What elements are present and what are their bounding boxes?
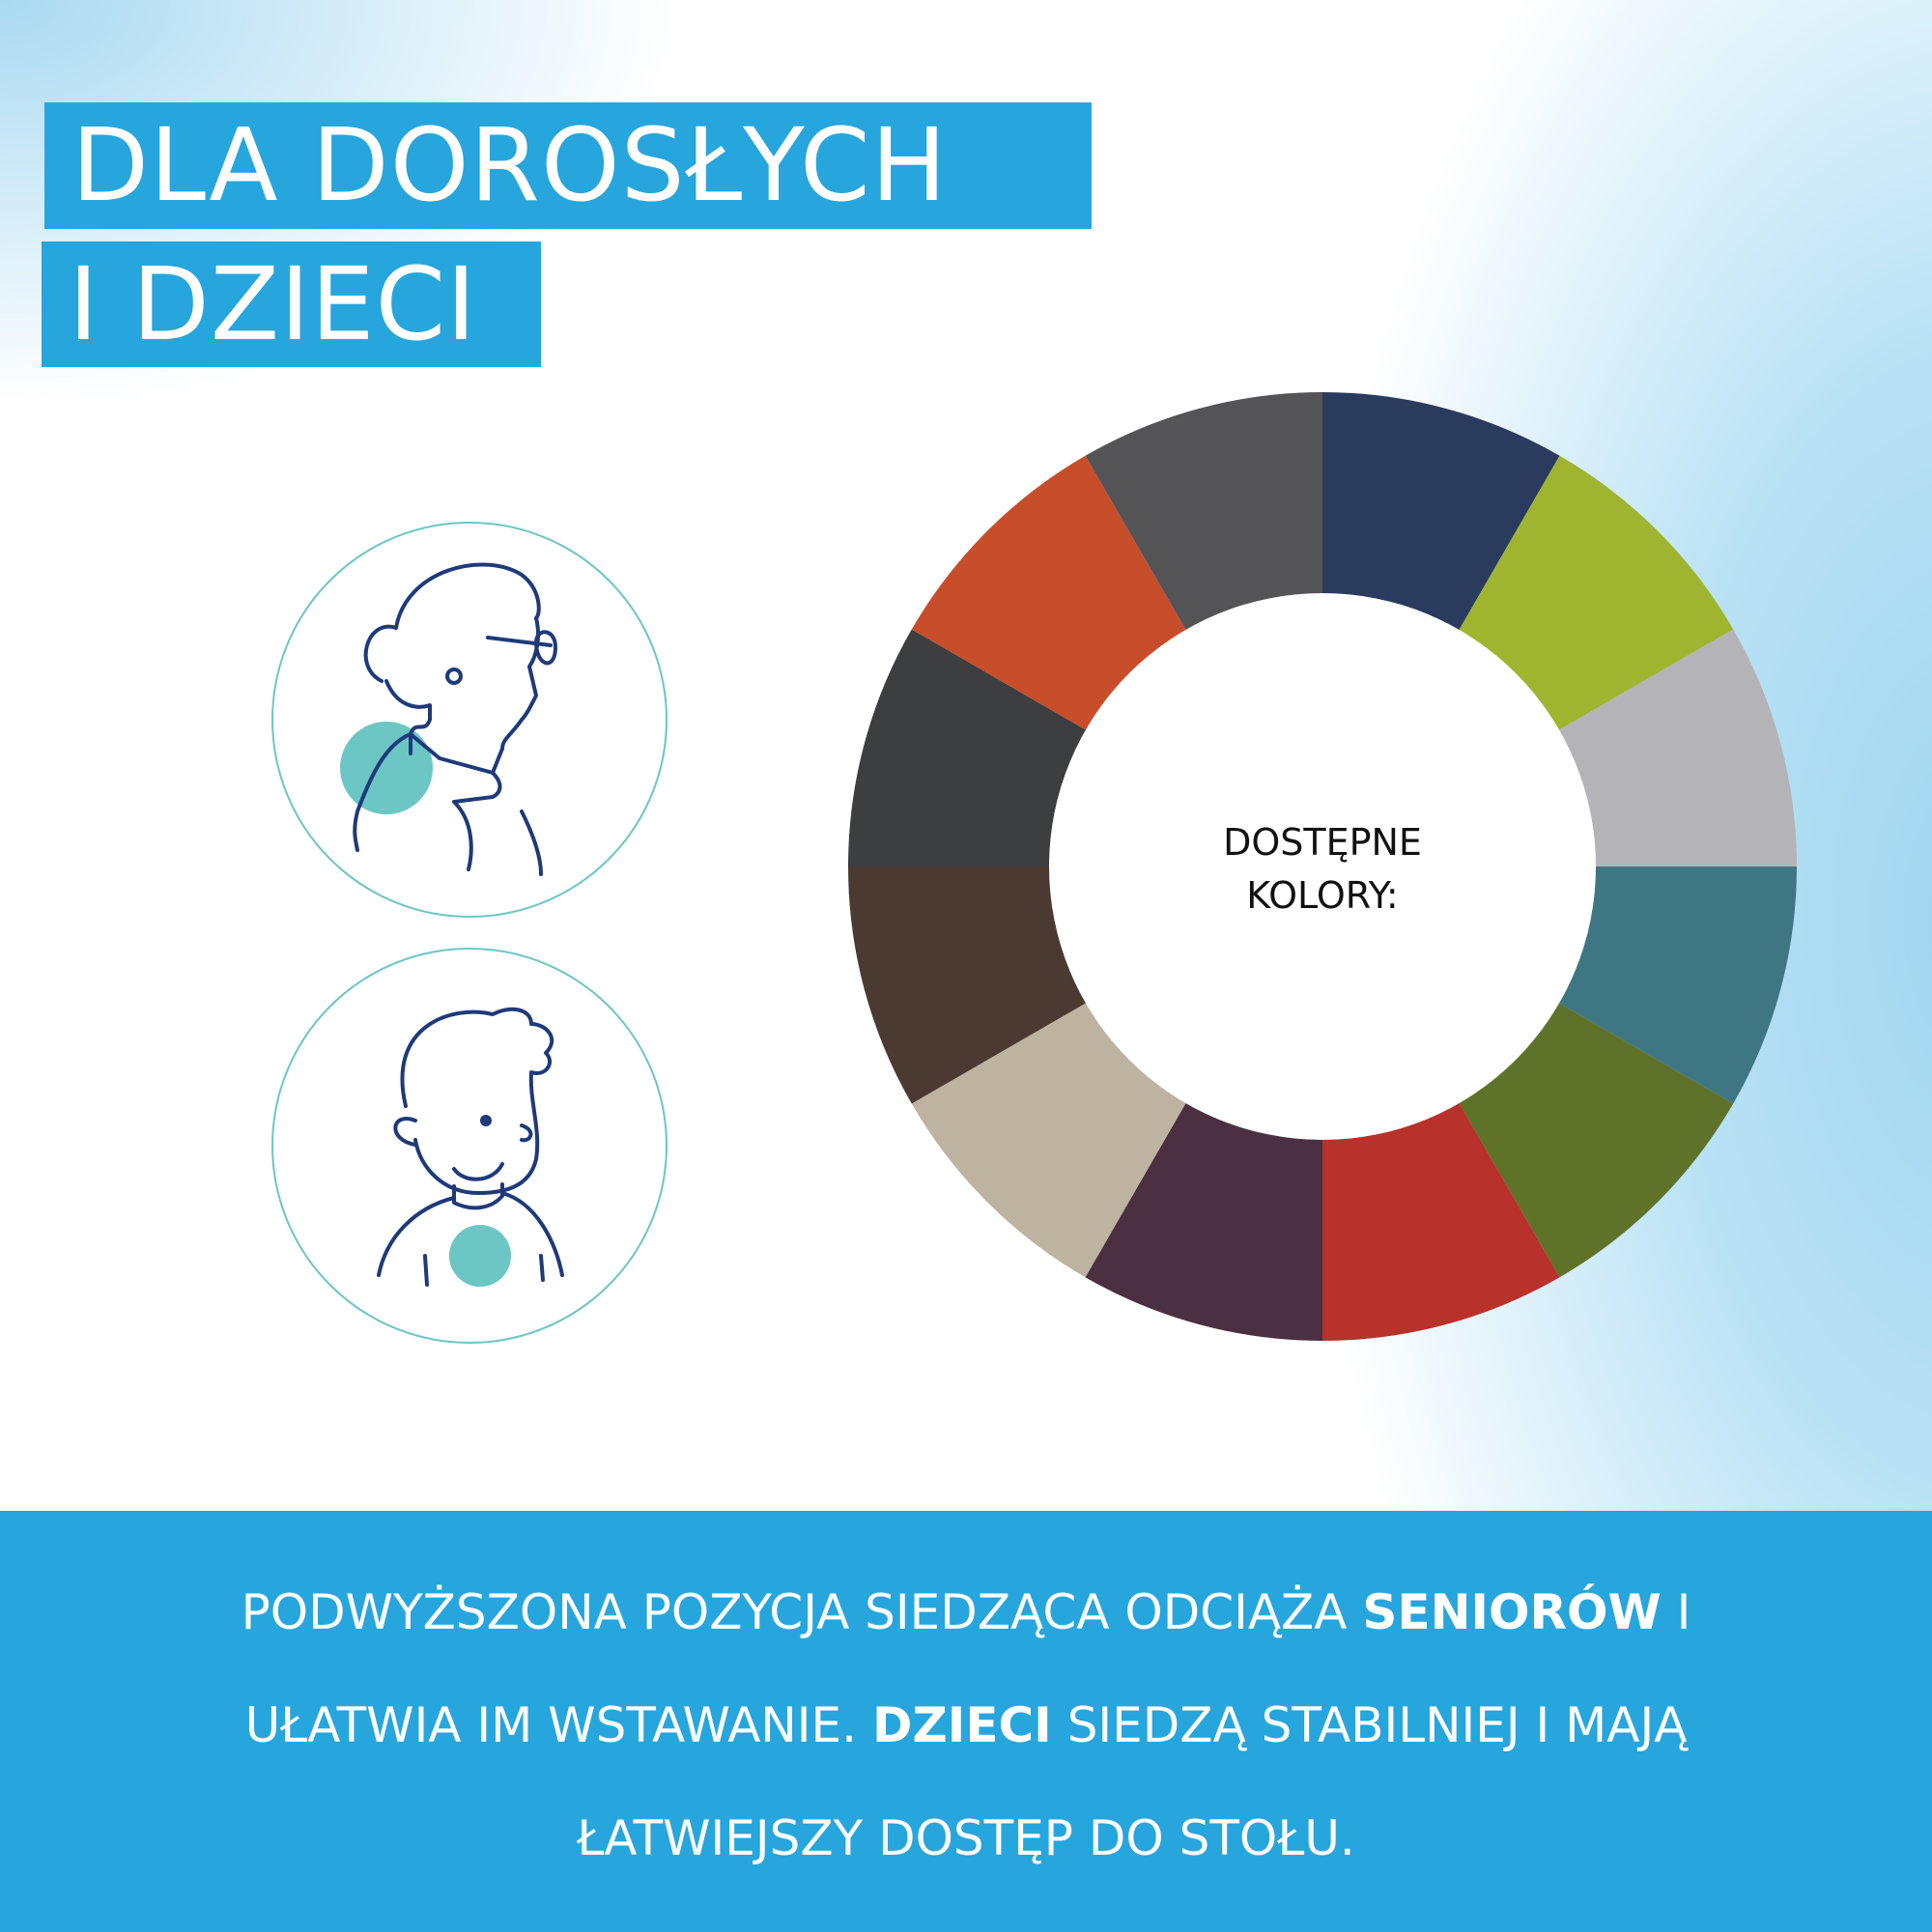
- text: SIEDZĄ STABILNIEJ I MAJĄ: [1066, 1697, 1688, 1753]
- text: ŁATWIEJSZY DOSTĘP DO STOŁU.: [577, 1810, 1355, 1866]
- text: PODWYŻSZONA POZYCJA SIEDZĄCA ODCIĄŻA: [241, 1584, 1348, 1640]
- footer-line: ŁATWIEJSZY DOSTĘP DO STOŁU.: [0, 1810, 1932, 1866]
- child-icon: [271, 948, 668, 1344]
- wheel-label: DOSTĘPNE: [1223, 821, 1422, 864]
- bold-text: SENIORÓW: [1362, 1584, 1662, 1640]
- footer: PODWYŻSZONA POZYCJA SIEDZĄCA ODCIĄŻA SEN…: [0, 1511, 1932, 1932]
- illustrations: DOSTĘPNE KOLORY:: [271, 392, 1797, 1344]
- senior-icon: [271, 522, 668, 918]
- footer-line: PODWYŻSZONA POZYCJA SIEDZĄCA ODCIĄŻA SEN…: [0, 1584, 1932, 1640]
- bold-text: DZIECI: [871, 1697, 1052, 1753]
- text: UŁATWIA IM WSTAWANIE.: [244, 1697, 858, 1753]
- title-line: DLA DOROSŁYCH: [44, 102, 1092, 229]
- wheel-label: KOLORY:: [1246, 874, 1398, 917]
- title-line: I DZIECI: [42, 242, 541, 367]
- footer-line: UŁATWIA IM WSTAWANIE. DZIECI SIEDZĄ STAB…: [0, 1697, 1932, 1753]
- text: I: [1676, 1584, 1691, 1640]
- wheel-hole: [1049, 593, 1596, 1140]
